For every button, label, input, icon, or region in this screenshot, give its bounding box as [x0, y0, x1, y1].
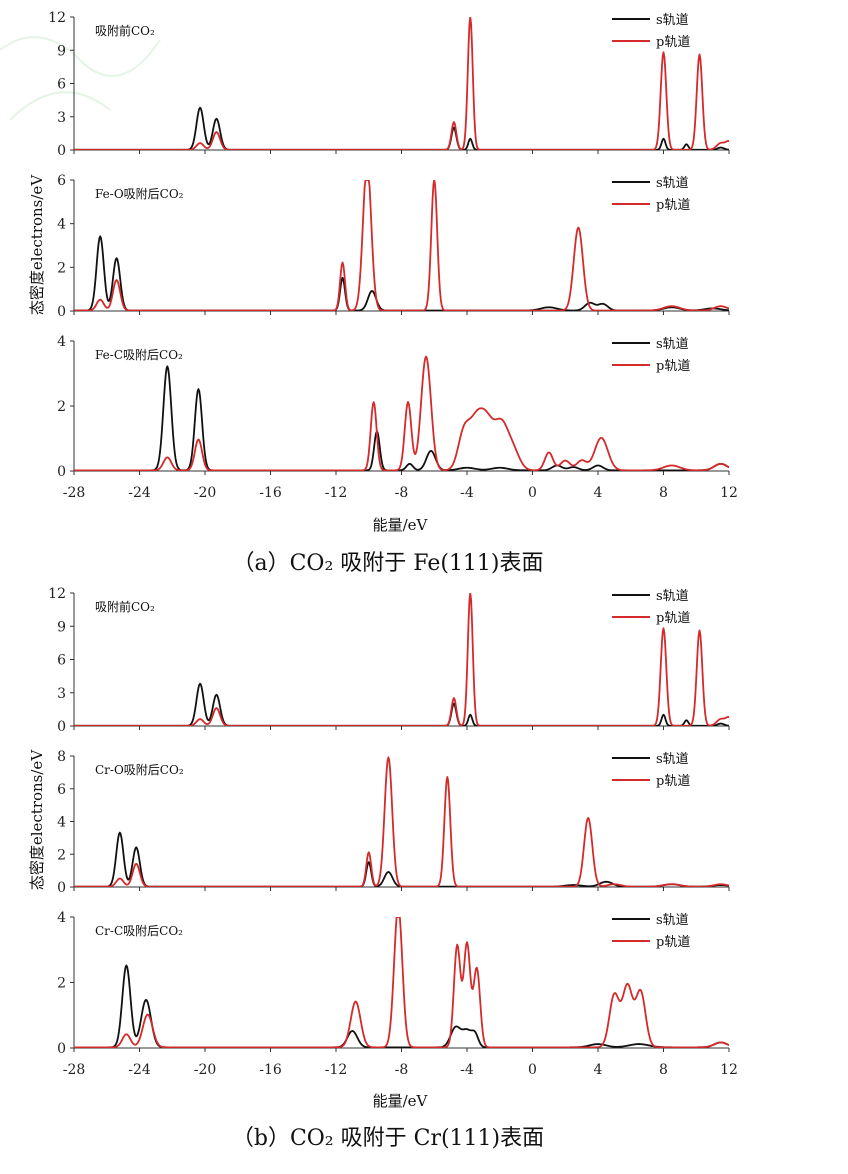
y-axis-title-b: 态密度electrons/eV — [28, 749, 46, 890]
y-tick-label: 0 — [57, 880, 66, 896]
x-tick-label: -20 — [194, 1062, 217, 1078]
x-tick-label: -4 — [460, 485, 474, 501]
x-tick-label: 12 — [720, 485, 738, 501]
x-tick-label: 4 — [594, 1062, 603, 1078]
series-line-s — [74, 235, 729, 311]
x-tick-label: 0 — [528, 485, 537, 501]
y-tick-label: 6 — [57, 77, 66, 93]
legend-label: s轨道 — [656, 752, 689, 767]
legend-label: s轨道 — [656, 13, 689, 28]
panel-a-1: 0 3 6 9 12 吸附前CO₂ s轨道 p轨道 — [48, 10, 730, 159]
y-tick-label: 0 — [57, 719, 66, 735]
series-line-p — [74, 355, 729, 471]
legend-label: s轨道 — [656, 589, 689, 604]
x-tick-label: -24 — [128, 485, 151, 501]
background-watermark — [0, 36, 161, 121]
panel-a-3: 0 2 4 Fe-C吸附后CO₂ s轨道 p轨道 — [57, 334, 730, 480]
y-axis-title-a: 态密度electrons/eV — [28, 174, 46, 315]
x-tick-label: 4 — [594, 485, 603, 501]
x-tick-label: -8 — [395, 485, 409, 501]
y-tick-label: 2 — [57, 976, 66, 992]
panel-label: Cr-O吸附后CO₂ — [95, 763, 184, 777]
x-tick-label: 8 — [659, 485, 668, 501]
x-axis-title-a: 能量/eV — [373, 516, 429, 534]
caption-b: （b）CO₂ 吸附于 Cr(111)表面 — [232, 1126, 544, 1151]
y-tick-label: 6 — [57, 173, 66, 189]
panel-b-2: 0 2 4 6 8 Cr-O吸附后CO₂ s轨道 p轨道 — [57, 749, 730, 896]
y-tick-label: 2 — [57, 847, 66, 863]
panel-label: Cr-C吸附后CO₂ — [95, 924, 183, 938]
y-tick-label: 0 — [57, 1041, 66, 1057]
x-tick-label: 8 — [659, 1062, 668, 1078]
series-line-p — [74, 17, 729, 150]
y-tick-label: 12 — [48, 586, 66, 602]
y-tick-label: 4 — [57, 815, 66, 831]
y-tick-label: 3 — [57, 686, 66, 702]
y-tick-label: 9 — [57, 43, 66, 59]
series-line-p — [74, 180, 729, 311]
x-axis-title-b: 能量/eV — [373, 1092, 429, 1110]
x-tick-label: -4 — [460, 1062, 474, 1078]
y-tick-label: 4 — [57, 910, 66, 926]
legend-label: s轨道 — [656, 337, 689, 352]
panel-label: 吸附前CO₂ — [95, 599, 155, 614]
legend-label: s轨道 — [656, 913, 689, 928]
legend-label: p轨道 — [656, 774, 690, 789]
chart-cr111: -28 -24 -20 -16 -12 -8 -4 0 4 8 12 0 3 6 9 12 吸附前CO₂ s轨道 p… — [48, 586, 738, 1078]
series-line-s — [74, 365, 729, 471]
legend-label: p轨道 — [656, 35, 690, 50]
panel-label: Fe-O吸附后CO₂ — [95, 187, 184, 201]
series-line-s — [74, 106, 729, 150]
legend-label: s轨道 — [656, 176, 689, 191]
y-tick-label: 9 — [57, 619, 66, 635]
y-tick-label: 0 — [57, 304, 66, 320]
y-tick-label: 12 — [48, 10, 66, 26]
series-line-s — [74, 682, 729, 726]
y-tick-label: 8 — [57, 749, 66, 765]
x-tick-label: -20 — [194, 485, 217, 501]
y-tick-label: 4 — [57, 217, 66, 233]
x-tick-label: -12 — [325, 485, 348, 501]
x-tick-label: -16 — [259, 485, 282, 501]
y-tick-label: 2 — [57, 399, 66, 415]
x-tick-label: 12 — [720, 1062, 738, 1078]
x-tick-label: -16 — [259, 1062, 282, 1078]
legend-label: p轨道 — [656, 935, 690, 950]
y-tick-label: 0 — [57, 464, 66, 480]
legend-label: p轨道 — [656, 611, 690, 626]
y-tick-label: 6 — [57, 782, 66, 798]
y-tick-label: 4 — [57, 334, 66, 350]
x-tick-label: -8 — [395, 1062, 409, 1078]
legend-label: p轨道 — [656, 198, 690, 213]
x-tick-label: -24 — [128, 1062, 151, 1078]
series-line-p — [74, 756, 729, 887]
panel-b-1: 0 3 6 9 12 吸附前CO₂ s轨道 p轨道 — [48, 586, 730, 735]
series-line-p — [74, 917, 729, 1048]
y-tick-label: 3 — [57, 110, 66, 126]
chart-fe111: -28 -24 -20 -16 -12 -8 -4 0 4 8 12 0 3 6 9 12 吸附前CO₂ s轨道 p… — [48, 10, 738, 501]
y-tick-label: 0 — [57, 143, 66, 159]
panel-b-3: 0 2 4 Cr-C吸附后CO₂ s轨道 p轨道 — [57, 910, 730, 1057]
series-line-s — [74, 964, 729, 1048]
x-tick-label: -28 — [63, 1062, 86, 1078]
caption-a: （a）CO₂ 吸附于 Fe(111)表面 — [232, 551, 543, 576]
series-line-s — [74, 831, 729, 887]
y-tick-label: 6 — [57, 653, 66, 669]
y-tick-label: 2 — [57, 260, 66, 276]
x-tick-label: 0 — [528, 1062, 537, 1078]
panel-a-2: 0 2 4 6 Fe-O吸附后CO₂ s轨道 p轨道 — [57, 173, 730, 320]
legend-label: p轨道 — [656, 359, 690, 374]
series-line-p — [74, 593, 729, 726]
panel-label: Fe-C吸附后CO₂ — [95, 348, 183, 362]
x-tick-label: -28 — [63, 485, 86, 501]
panel-label: 吸附前CO₂ — [95, 23, 155, 38]
x-tick-label: -12 — [325, 1062, 348, 1078]
